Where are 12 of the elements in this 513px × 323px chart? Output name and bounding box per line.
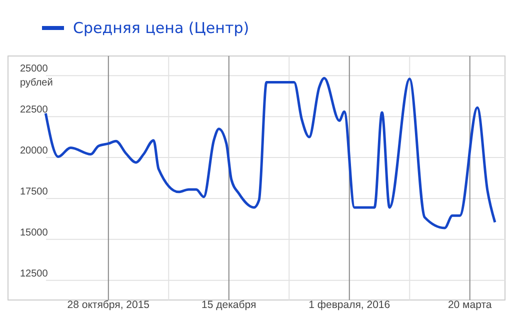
x-tick-label: 15 декабря bbox=[202, 299, 256, 311]
y-tick-label: 20000 bbox=[20, 146, 48, 157]
y-tick-label: 17500 bbox=[20, 186, 48, 198]
legend-label: Средняя цена (Центр) bbox=[73, 19, 250, 37]
x-tick-label: 28 октября, 2015 bbox=[67, 299, 150, 311]
y-axis-title: рублей bbox=[20, 78, 53, 89]
y-tick-label: 25000 bbox=[20, 64, 48, 75]
y-tick-label: 15000 bbox=[20, 227, 48, 238]
x-tick-label: 1 февраля, 2016 bbox=[308, 299, 390, 311]
y-tick-label: 22500 bbox=[20, 104, 48, 116]
y-tick-label: 12500 bbox=[20, 268, 48, 280]
x-tick-label: 20 марта bbox=[448, 299, 492, 311]
